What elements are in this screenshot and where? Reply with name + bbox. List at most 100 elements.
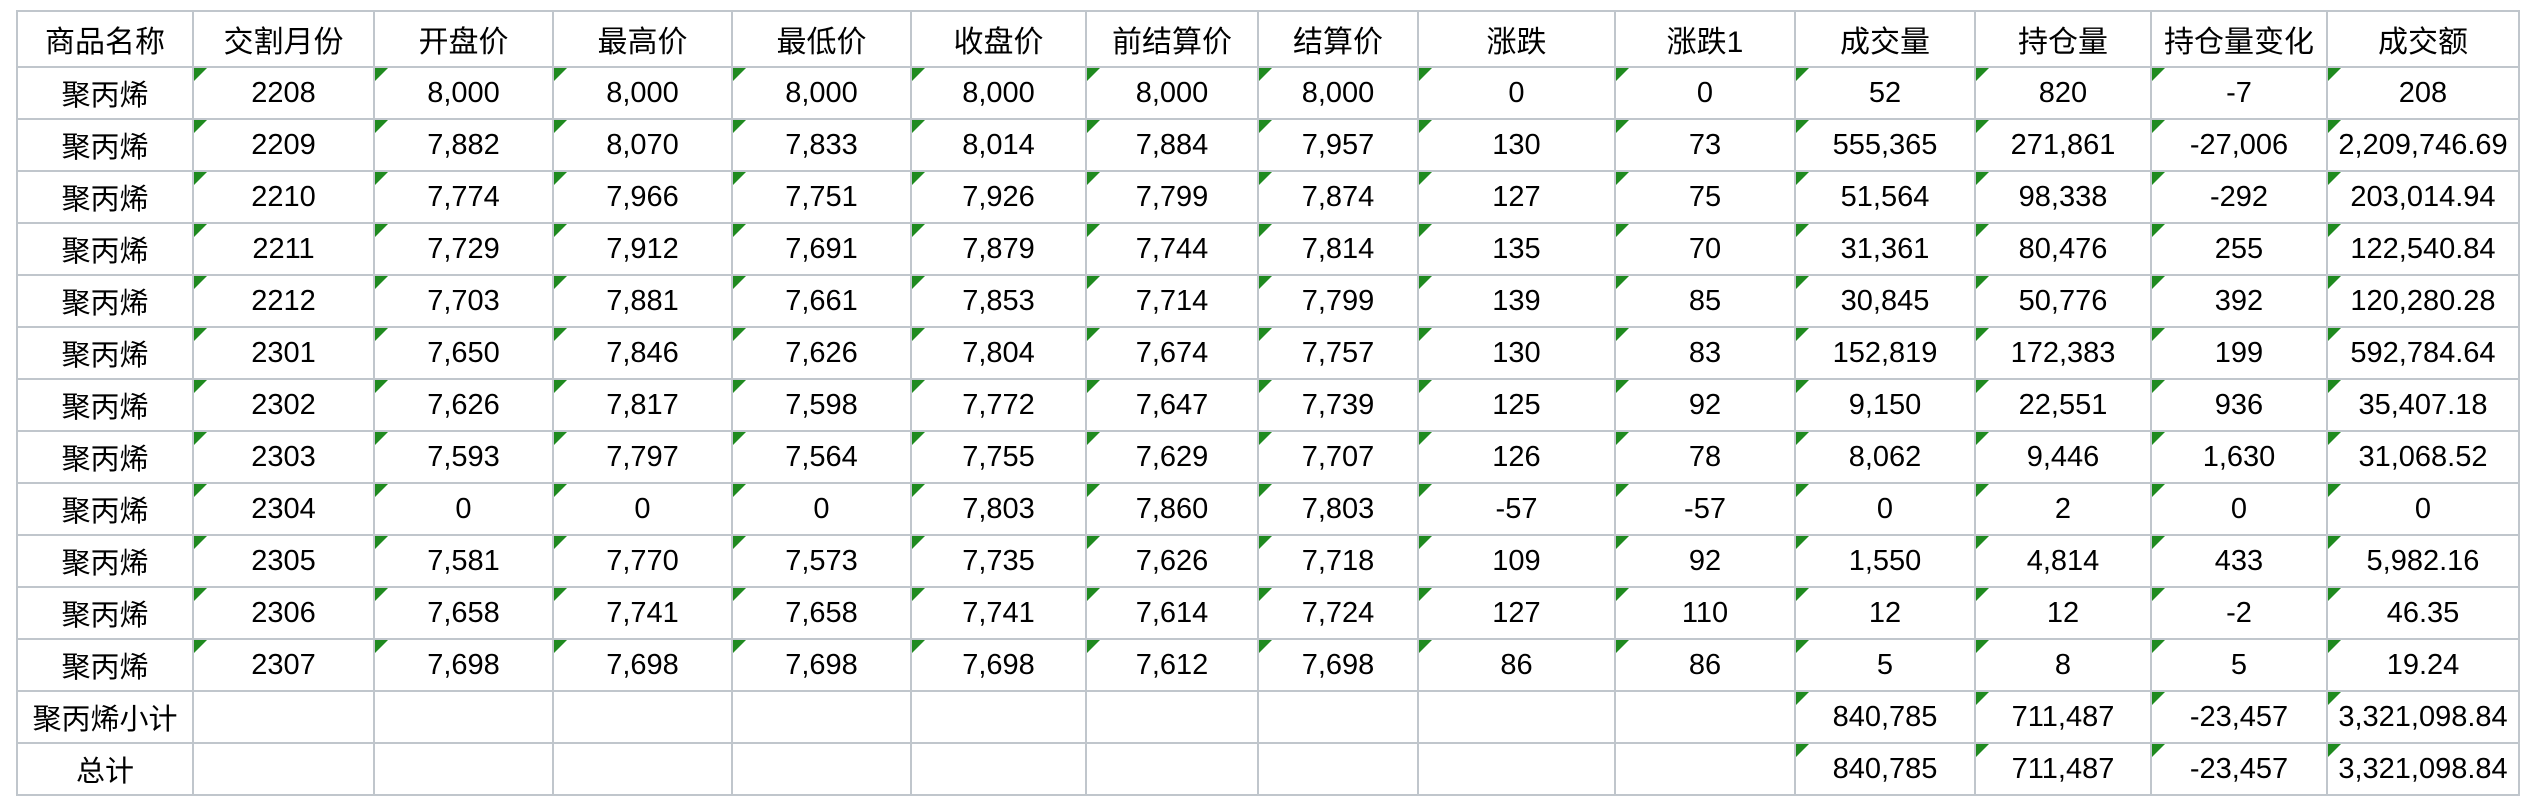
table-cell[interactable]: -23,457 (2150, 742, 2328, 796)
table-cell[interactable]: 聚丙烯 (16, 66, 194, 120)
table-cell[interactable]: 130 (1417, 118, 1616, 172)
table-cell[interactable]: 7,860 (1085, 482, 1259, 536)
table-cell[interactable]: 75 (1614, 170, 1796, 224)
table-cell[interactable]: 46.35 (2326, 586, 2520, 640)
table-cell[interactable]: 总计 (16, 742, 194, 796)
table-cell[interactable] (373, 742, 554, 796)
column-header-2[interactable]: 开盘价 (373, 10, 554, 68)
table-cell[interactable]: 127 (1417, 170, 1616, 224)
table-cell[interactable]: 2211 (192, 222, 375, 276)
table-cell[interactable]: 122,540.84 (2326, 222, 2520, 276)
table-cell[interactable]: 2301 (192, 326, 375, 380)
table-cell[interactable]: 22,551 (1974, 378, 2152, 432)
table-cell[interactable] (1417, 742, 1616, 796)
table-cell[interactable]: 聚丙烯 (16, 326, 194, 380)
table-cell[interactable] (1257, 690, 1419, 744)
table-cell[interactable]: 8,000 (910, 66, 1087, 120)
table-cell[interactable]: 3,321,098.84 (2326, 742, 2520, 796)
table-cell[interactable]: 2307 (192, 638, 375, 692)
table-cell[interactable]: 433 (2150, 534, 2328, 588)
table-cell[interactable]: 392 (2150, 274, 2328, 328)
table-cell[interactable]: 7,833 (731, 118, 912, 172)
table-cell[interactable]: 172,383 (1974, 326, 2152, 380)
table-cell[interactable]: 12 (1794, 586, 1976, 640)
table-cell[interactable]: 152,819 (1794, 326, 1976, 380)
table-cell[interactable]: 7,926 (910, 170, 1087, 224)
table-cell[interactable] (910, 742, 1087, 796)
column-header-6[interactable]: 前结算价 (1085, 10, 1259, 68)
table-cell[interactable]: 7,658 (373, 586, 554, 640)
table-cell[interactable]: 聚丙烯 (16, 586, 194, 640)
column-header-0[interactable]: 商品名称 (16, 10, 194, 68)
table-cell[interactable]: 0 (1417, 66, 1616, 120)
table-cell[interactable] (552, 690, 733, 744)
table-cell[interactable]: 7,718 (1257, 534, 1419, 588)
table-cell[interactable]: 86 (1417, 638, 1616, 692)
table-cell[interactable]: 7,957 (1257, 118, 1419, 172)
table-cell[interactable]: 840,785 (1794, 690, 1976, 744)
table-cell[interactable]: 1,630 (2150, 430, 2328, 484)
table-cell[interactable]: 1,550 (1794, 534, 1976, 588)
table-cell[interactable]: 4,814 (1974, 534, 2152, 588)
table-cell[interactable]: 98,338 (1974, 170, 2152, 224)
column-header-9[interactable]: 涨跌1 (1614, 10, 1796, 68)
table-cell[interactable]: 聚丙烯 (16, 170, 194, 224)
table-cell[interactable]: 7,751 (731, 170, 912, 224)
table-cell[interactable]: 8,000 (373, 66, 554, 120)
table-cell[interactable]: 7,612 (1085, 638, 1259, 692)
table-cell[interactable]: 7,804 (910, 326, 1087, 380)
table-cell[interactable] (731, 742, 912, 796)
table-cell[interactable]: 7,739 (1257, 378, 1419, 432)
table-cell[interactable]: 2209 (192, 118, 375, 172)
table-cell[interactable]: 7,698 (1257, 638, 1419, 692)
table-cell[interactable]: 7,614 (1085, 586, 1259, 640)
table-cell[interactable]: -27,006 (2150, 118, 2328, 172)
table-cell[interactable]: 52 (1794, 66, 1976, 120)
table-cell[interactable]: 8,000 (731, 66, 912, 120)
column-header-3[interactable]: 最高价 (552, 10, 733, 68)
table-cell[interactable]: 7,626 (1085, 534, 1259, 588)
table-cell[interactable]: 820 (1974, 66, 2152, 120)
table-cell[interactable]: 7,744 (1085, 222, 1259, 276)
table-cell[interactable]: 7,772 (910, 378, 1087, 432)
table-cell[interactable]: 208 (2326, 66, 2520, 120)
table-cell[interactable]: 109 (1417, 534, 1616, 588)
table-cell[interactable]: 936 (2150, 378, 2328, 432)
table-cell[interactable]: 0 (1794, 482, 1976, 536)
table-cell[interactable]: 聚丙烯 (16, 222, 194, 276)
table-cell[interactable] (1614, 690, 1796, 744)
table-cell[interactable]: 7,741 (910, 586, 1087, 640)
table-cell[interactable]: 7,573 (731, 534, 912, 588)
table-cell[interactable]: 711,487 (1974, 690, 2152, 744)
table-cell[interactable]: 2208 (192, 66, 375, 120)
table-cell[interactable]: 7,703 (373, 274, 554, 328)
table-cell[interactable]: 255 (2150, 222, 2328, 276)
table-cell[interactable]: 2302 (192, 378, 375, 432)
table-cell[interactable]: -292 (2150, 170, 2328, 224)
table-cell[interactable]: 7,598 (731, 378, 912, 432)
table-cell[interactable]: -57 (1417, 482, 1616, 536)
table-cell[interactable]: 83 (1614, 326, 1796, 380)
table-cell[interactable]: 840,785 (1794, 742, 1976, 796)
table-cell[interactable]: 5 (1794, 638, 1976, 692)
table-cell[interactable]: 聚丙烯 (16, 274, 194, 328)
table-cell[interactable]: 127 (1417, 586, 1616, 640)
table-cell[interactable]: -7 (2150, 66, 2328, 120)
table-cell[interactable]: -23,457 (2150, 690, 2328, 744)
table-cell[interactable] (910, 690, 1087, 744)
table-cell[interactable]: 31,361 (1794, 222, 1976, 276)
table-cell[interactable] (731, 690, 912, 744)
table-cell[interactable]: 聚丙烯 (16, 534, 194, 588)
table-cell[interactable]: 0 (2326, 482, 2520, 536)
table-cell[interactable]: 8,062 (1794, 430, 1976, 484)
table-cell[interactable]: 7,626 (373, 378, 554, 432)
table-cell[interactable]: 86 (1614, 638, 1796, 692)
table-cell[interactable]: 555,365 (1794, 118, 1976, 172)
table-cell[interactable]: 0 (2150, 482, 2328, 536)
table-cell[interactable] (552, 742, 733, 796)
table-cell[interactable]: 聚丙烯 (16, 378, 194, 432)
table-cell[interactable] (1257, 742, 1419, 796)
table-cell[interactable]: 12 (1974, 586, 2152, 640)
table-cell[interactable]: 7,879 (910, 222, 1087, 276)
table-cell[interactable]: 203,014.94 (2326, 170, 2520, 224)
